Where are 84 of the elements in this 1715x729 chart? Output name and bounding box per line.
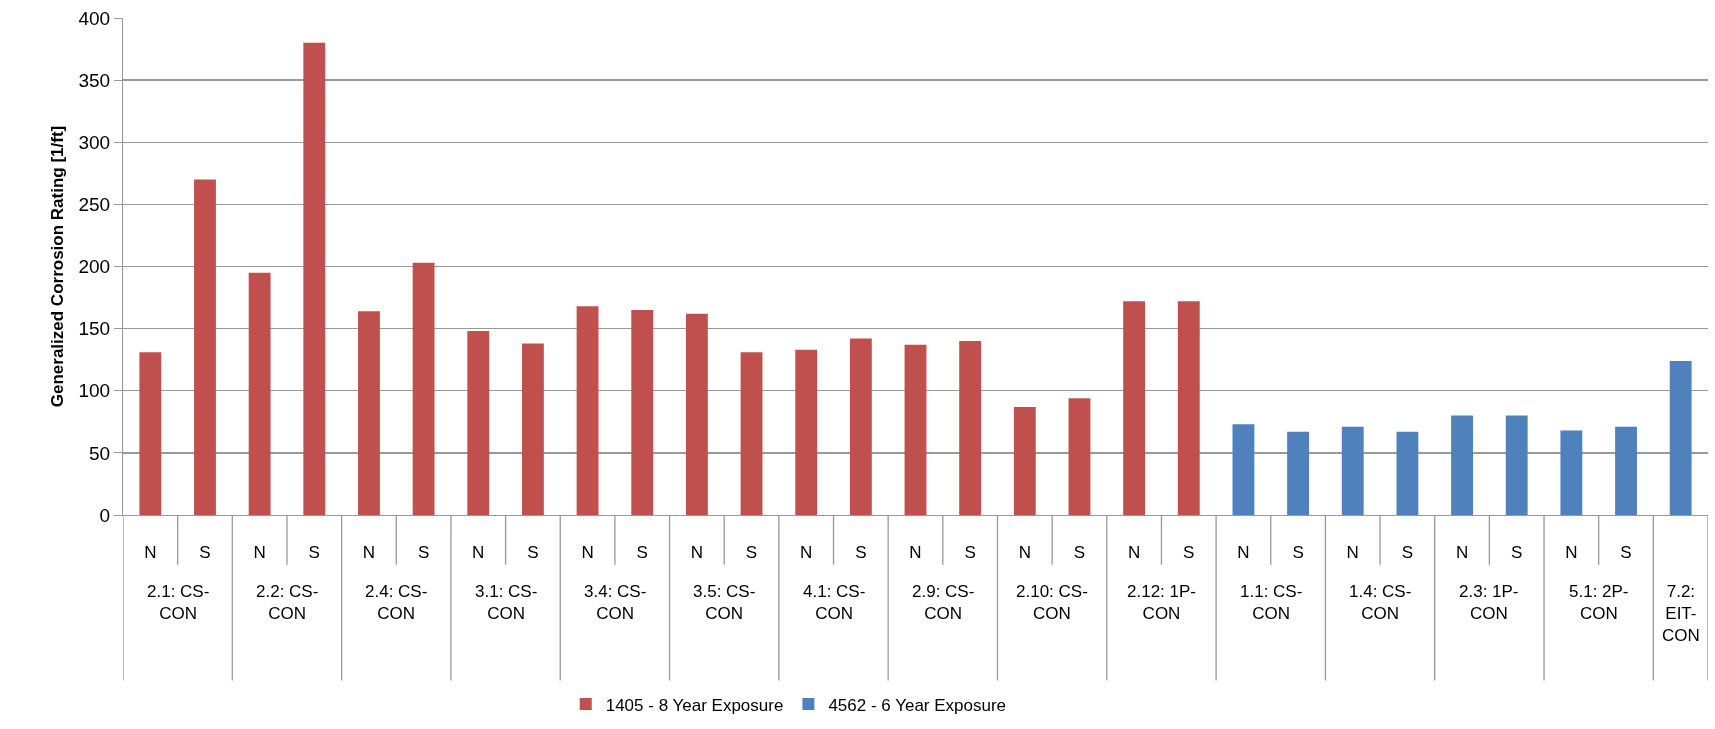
bar [849,338,872,515]
x-tick-label: S [1073,543,1086,563]
bar [1669,360,1692,515]
bar [959,341,982,515]
legend-label: 4562 - 6 Year Exposure [828,695,1007,715]
bar [467,331,490,515]
text: 4.1: CS-CON [803,582,866,624]
bar [576,306,599,515]
text: 2.12: 1P-CON [1127,582,1196,624]
x-tick-label: N [1237,543,1250,563]
x-tick-label: S [308,543,320,563]
x-tick-label: S [417,543,430,563]
bar [1068,398,1091,515]
bar [1505,415,1528,515]
bar [194,179,216,515]
x-tick-label: N [1565,543,1578,563]
x-tick-label: N [909,543,922,563]
bar [1451,415,1473,515]
x-tick-label: S [964,543,976,563]
bar [358,311,380,515]
x-tick-label: N [1018,543,1031,563]
x-tick-label: S [1620,543,1632,563]
text: 3.5: CS-CON [693,582,756,624]
bar [1615,426,1637,515]
text: 1.1: CS-CON [1240,582,1303,624]
text: 2.2: CS-CON [256,582,319,624]
x-tick-label: N [472,543,485,563]
bar [631,309,654,515]
bar [1177,301,1200,515]
x-tick-label: N [1346,543,1359,563]
y-tick-label: 100 [78,380,111,402]
x-tick-label: N [800,543,813,563]
text: 7.2: EIT-CON [1662,582,1700,646]
bar [1123,301,1146,515]
y-tick-label: 300 [78,131,111,153]
x-tick-label: S [855,543,867,563]
bar [1013,406,1036,515]
bar [1287,431,1310,515]
text: 2.10: CS-CON [1016,582,1088,624]
text: 3.4: CS-CON [584,582,647,624]
text: 5.1: 2P-CON [1569,582,1629,624]
bar [303,42,326,515]
bar [521,343,544,515]
x-tick-label: S [1401,543,1414,563]
y-tick-label: 50 [89,442,111,464]
bar [740,352,763,515]
bar [139,352,162,515]
text: 3.1: CS-CON [475,582,538,624]
y-tick-label: 0 [99,504,111,526]
text: 2.3: 1P-CON [1459,582,1519,624]
text: 2.1: CS-CON [147,582,210,624]
x-tick-label: S [636,543,648,563]
bar [1396,431,1419,515]
x-tick-label: N [1455,543,1469,563]
x-tick-label: S [1511,543,1523,563]
x-tick-label: N [690,543,704,563]
bar [1232,424,1255,515]
bar [1560,430,1583,515]
text: 1.4: CS-CON [1349,582,1412,624]
bar [685,313,708,515]
x-tick-label: N [581,543,594,563]
y-axis-title: Generalized Corrosion Rating [1/ft] [48,125,68,408]
x-tick-label: S [745,543,758,563]
bar [1341,426,1364,515]
x-tick-label: N [253,543,266,563]
y-tick-label: 350 [78,69,111,91]
text: 2.9: CS-CON [912,582,975,624]
y-tick-label: 150 [78,318,111,340]
x-tick-label: S [1183,543,1195,563]
x-tick-label: S [199,543,211,563]
bar [248,272,271,515]
bar [795,349,818,515]
bar [904,344,927,515]
x-tick-label: N [362,543,376,563]
x-tick-label: S [1292,543,1304,563]
text: 2.4: CS-CON [365,582,428,624]
y-tick-label: 400 [78,7,111,29]
legend-label: 1405 - 8 Year Exposure [605,695,784,715]
x-tick-label: N [144,543,157,563]
bar [412,262,435,515]
x-tick-label: N [1127,543,1141,563]
y-tick-label: 200 [78,256,111,278]
x-tick-label: S [527,543,539,563]
y-tick-label: 250 [78,194,111,216]
